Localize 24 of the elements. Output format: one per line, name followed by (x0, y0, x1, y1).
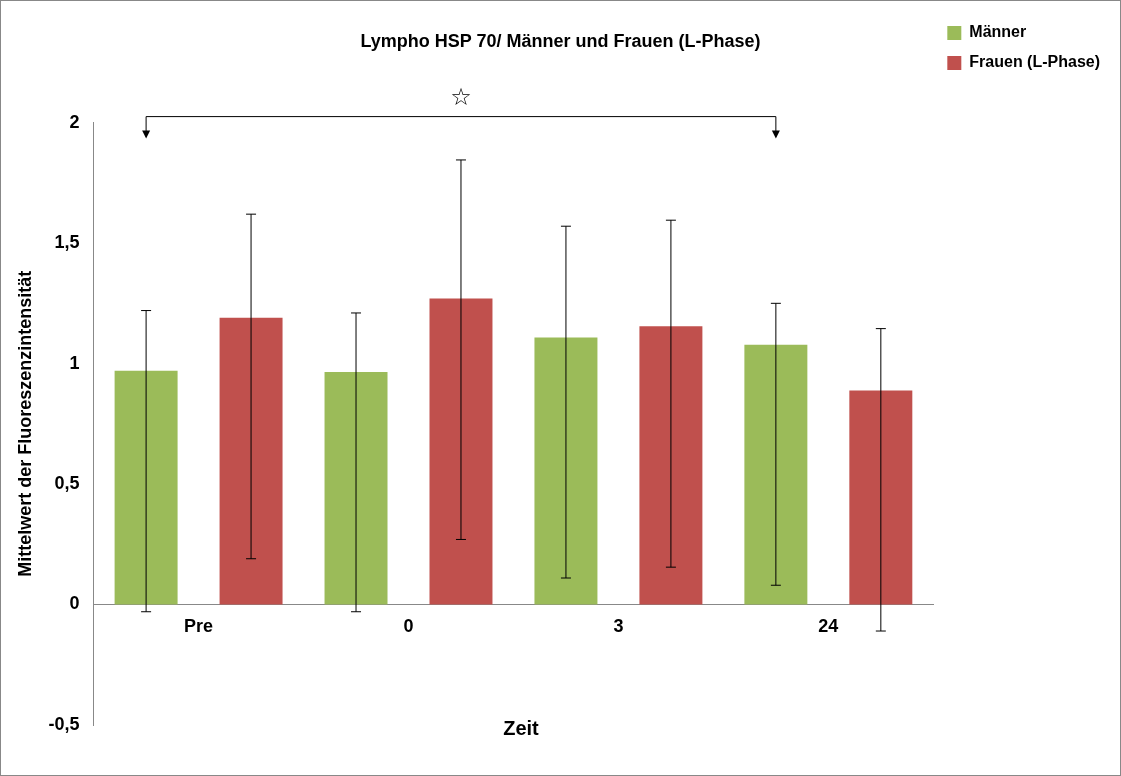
y-axis-title: Mittelwert der Fluoreszenzintensität (14, 270, 35, 577)
legend-label: Männer (969, 23, 1027, 41)
y-tick-label: 0 (69, 593, 80, 614)
x-tick-label: Pre (184, 616, 214, 637)
legend-label: Frauen (L-Phase) (969, 53, 1100, 71)
bar (324, 371, 388, 605)
y-tick-label: 0,5 (54, 473, 80, 494)
bar (639, 326, 703, 605)
x-tick-label: 0 (403, 616, 414, 637)
chart-title: Lympho HSP 70/ Männer und Frauen (L-Phase) (360, 30, 761, 51)
bar (429, 298, 493, 605)
y-tick-label: 2 (69, 111, 80, 132)
y-tick-label: 1 (69, 352, 80, 373)
y-tick-label: -0,5 (48, 713, 80, 734)
bar (534, 337, 598, 605)
x-axis-title: Zeit (503, 717, 539, 739)
bar (849, 390, 913, 605)
y-tick-label: 1,5 (54, 232, 80, 253)
bar (219, 317, 283, 605)
bar (114, 370, 178, 605)
bar (744, 344, 808, 605)
x-tick-label: 24 (818, 616, 839, 637)
text: ☆ (450, 82, 472, 111)
x-tick-label: 3 (613, 616, 624, 637)
